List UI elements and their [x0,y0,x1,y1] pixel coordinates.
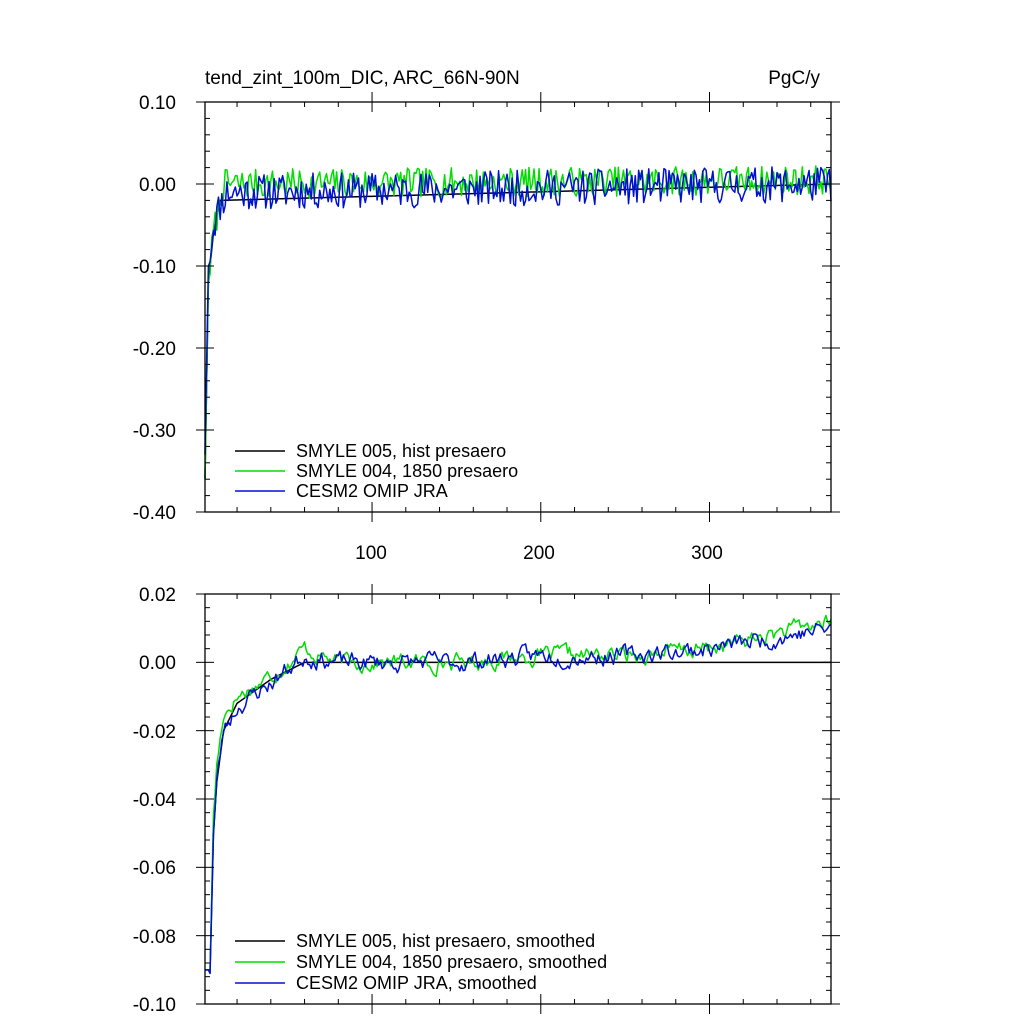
bottom-legend-label: SMYLE 005, hist presaero, smoothed [296,931,595,951]
top-plot-frame [204,101,832,513]
top-legend: SMYLE 005, hist presaero SMYLE 004, 1850… [235,441,518,501]
bottom-series-line [205,661,831,971]
top-legend-label: SMYLE 004, 1850 presaero [296,461,518,481]
top-y-tick-label: -0.20 [133,339,176,360]
bottom-y-tick-label: -0.02 [133,722,176,743]
bottom-y-tick-label: 0.02 [139,585,176,606]
bottom-series-layer [205,614,832,975]
bottom-y-tick-label: -0.08 [133,927,176,948]
top-x-tick-label: 100 [355,543,387,564]
top-y-tick-labels: 0.10 0.00 -0.10 -0.20 -0.30 -0.40 [133,93,176,524]
bottom-legend-label: CESM2 OMIP JRA, smoothed [296,973,537,993]
top-series-layer [204,165,832,480]
top-panel-title: tend_zint_100m_DIC, ARC_66N-90N [205,68,520,89]
bottom-legend: SMYLE 005, hist presaero, smoothed SMYLE… [235,931,607,993]
bottom-tick-layer [196,584,840,1014]
top-y-tick-label: -0.30 [133,421,176,442]
top-y-tick-label: 0.00 [139,175,176,196]
top-x-tick-label: 200 [523,543,555,564]
bottom-y-tick-label: -0.04 [133,790,177,811]
bottom-y-tick-label: 0.00 [139,653,176,674]
bottom-series-line [205,622,832,975]
bottom-legend-label: SMYLE 004, 1850 presaero, smoothed [296,952,607,972]
bottom-series-line [205,614,832,974]
top-legend-label: SMYLE 005, hist presaero [296,441,506,461]
top-panel: tend_zint_100m_DIC, ARC_66N-90N PgC/y 0.… [133,68,840,564]
top-y-tick-label: 0.10 [139,93,176,114]
bottom-y-tick-labels: 0.02 0.00 -0.02 -0.04 -0.06 -0.08 -0.10 [133,585,177,1016]
top-x-tick-labels: 100 200 300 [355,543,723,564]
top-x-tick-label: 300 [691,543,723,564]
bottom-panel: 0.02 0.00 -0.02 -0.04 -0.06 -0.08 -0.10 … [133,584,840,1016]
top-panel-units: PgC/y [768,68,820,89]
bottom-y-tick-label: -0.10 [133,995,176,1016]
top-y-tick-label: -0.40 [133,503,176,524]
bottom-y-tick-label: -0.06 [133,858,176,879]
top-series-line [204,183,832,480]
top-series-line [204,165,832,480]
top-legend-label: CESM2 OMIP JRA [296,481,448,501]
top-series-line [204,166,832,455]
top-y-tick-label: -0.10 [133,257,176,278]
top-tick-layer [196,92,840,522]
